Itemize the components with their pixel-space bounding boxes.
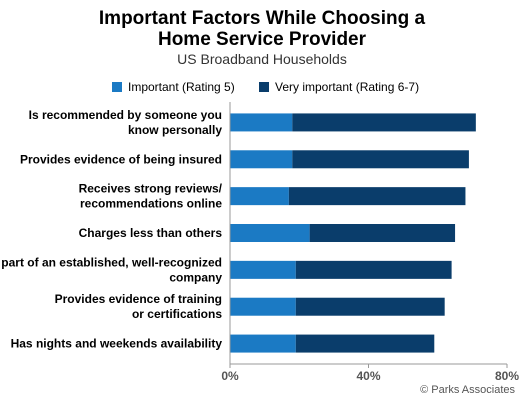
- bar-important: [230, 150, 293, 169]
- bar-important: [230, 334, 296, 353]
- bar-important: [230, 260, 296, 279]
- category-label-line: Has nights and weekends availability: [11, 337, 223, 351]
- x-tick-label: 80%: [495, 369, 519, 383]
- category-label: Is part of an established, well-recogniz…: [0, 255, 222, 284]
- bar-very-important: [288, 187, 466, 206]
- category-label-line: Is part of an established, well-recogniz…: [0, 255, 222, 269]
- category-label: Provides evidence of being insured: [20, 152, 222, 166]
- source-note: © Parks Associates: [420, 384, 515, 396]
- legend-label: Important (Rating 5): [128, 80, 235, 94]
- category-label: Receives strong reviews/recommendations …: [79, 182, 223, 211]
- plot-area: Is recommended by someone you know person…: [0, 108, 476, 353]
- legend-item: Important (Rating 5): [112, 80, 235, 94]
- category-label-line: Provides evidence of training: [55, 292, 222, 306]
- category-label-line: know personally: [128, 123, 222, 137]
- category-label-line: Receives strong reviews/: [79, 182, 223, 196]
- category-label: Is recommended by someone you know person…: [29, 108, 223, 137]
- bar-very-important: [295, 334, 435, 353]
- chart-title-line: Important Factors While Choosing a: [99, 8, 426, 29]
- bar-important: [230, 187, 289, 206]
- bar-very-important: [295, 260, 452, 279]
- x-tick-label: 40%: [356, 369, 380, 383]
- chart-title-line: Home Service Provider: [158, 29, 367, 50]
- bar-very-important: [292, 150, 469, 169]
- bar-very-important: [292, 113, 476, 132]
- bar-important: [230, 297, 296, 316]
- category-label-line: Provides evidence of being insured: [20, 152, 222, 166]
- legend-label: Very important (Rating 6-7): [275, 80, 419, 94]
- legend-swatch: [112, 82, 122, 92]
- legend: Important (Rating 5) Very important (Rati…: [112, 80, 419, 94]
- category-label: Has nights and weekends availability: [11, 337, 223, 351]
- category-label: Provides evidence of training or certific…: [55, 292, 223, 321]
- bar-very-important: [309, 224, 456, 242]
- category-label-line: or certifications: [132, 307, 222, 321]
- category-label: Charges less than others: [79, 226, 223, 240]
- legend-item: Very important (Rating 6-7): [259, 80, 419, 94]
- category-label-line: Is recommended by someone you: [29, 108, 222, 122]
- x-axis: 0% 40% 80%: [221, 102, 519, 383]
- x-tick-label: 0%: [221, 369, 239, 383]
- bar-important: [230, 224, 310, 242]
- bar-important: [230, 113, 293, 132]
- category-label-line: recommendations online: [80, 197, 222, 211]
- category-label-line: Charges less than others: [79, 226, 223, 240]
- bar-very-important: [295, 297, 445, 316]
- legend-swatch: [259, 82, 269, 92]
- category-label-line: company: [169, 270, 222, 284]
- chart-subtitle: US Broadband Households: [177, 51, 347, 67]
